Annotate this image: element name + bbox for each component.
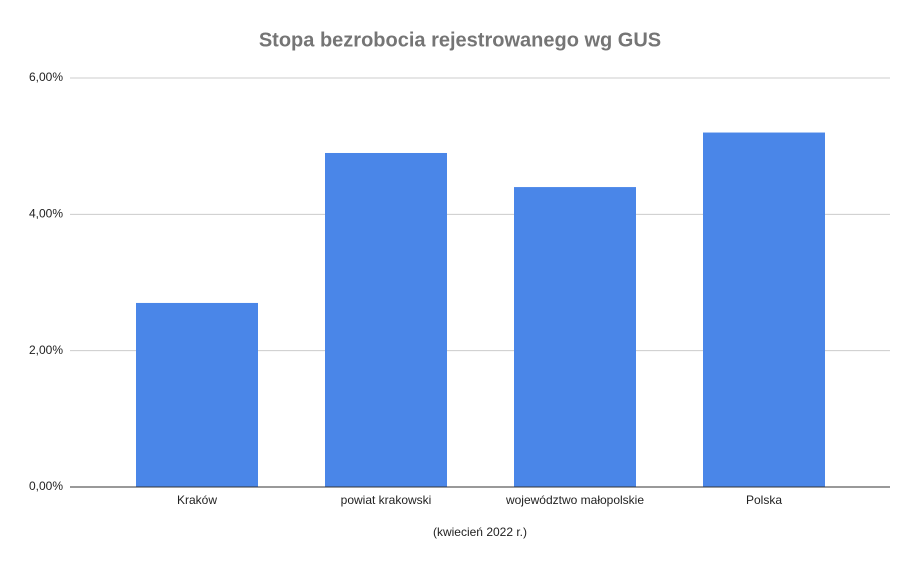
x-tick-label: powiat krakowski <box>341 493 432 507</box>
x-axis-title: (kwiecień 2022 r.) <box>433 525 527 539</box>
x-tick-label: województwo małopolskie <box>505 493 644 507</box>
chart-title: Stopa bezrobocia rejestrowanego wg GUS <box>259 29 661 51</box>
y-tick-label: 0,00% <box>29 479 63 493</box>
y-tick-label: 6,00% <box>29 70 63 84</box>
bar <box>514 187 636 488</box>
bar <box>325 152 447 487</box>
y-tick-label: 4,00% <box>29 207 63 221</box>
bar <box>136 302 258 487</box>
x-tick-label: Polska <box>746 493 782 507</box>
x-tick-label: Kraków <box>177 493 217 507</box>
y-tick-label: 2,00% <box>29 343 63 357</box>
bar <box>703 132 825 488</box>
